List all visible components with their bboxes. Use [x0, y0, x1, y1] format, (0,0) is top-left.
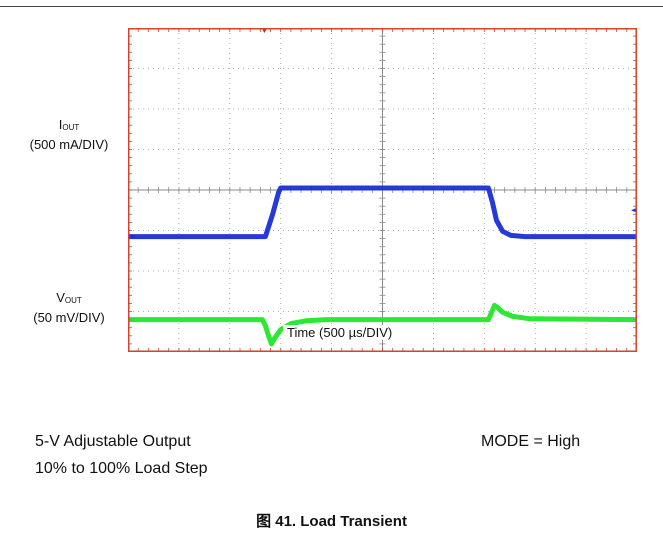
iout-scale: (500 mA/DIV) — [29, 137, 109, 152]
oscilloscope-plot — [128, 28, 637, 352]
top-rule — [0, 6, 663, 7]
vout-symbol: VOUT — [56, 290, 82, 305]
scope-frame — [128, 28, 637, 352]
vout-label: VOUT (50 mV/DIV) — [5, 289, 133, 326]
iout-symbol: IOUT — [58, 117, 80, 132]
iout-trace — [128, 185, 637, 240]
figure-caption: 图 41. Load Transient — [256, 513, 407, 530]
scope-svg — [128, 28, 637, 352]
iout-marker-arrow — [131, 234, 136, 240]
vout-trace — [128, 302, 637, 347]
vout-marker-arrow — [131, 317, 136, 323]
iout-label: IOUT (500 mA/DIV) — [5, 116, 133, 153]
note-mode: MODE = High — [481, 433, 581, 450]
note-output: 5-V Adjustable Output — [35, 433, 191, 450]
note-load-step: 10% to 100% Load Step — [35, 460, 208, 477]
time-axis-label: Time (500 µs/DIV) — [283, 325, 397, 340]
vout-scale: (50 mV/DIV) — [33, 310, 105, 325]
trigger-level-marker — [631, 208, 636, 213]
